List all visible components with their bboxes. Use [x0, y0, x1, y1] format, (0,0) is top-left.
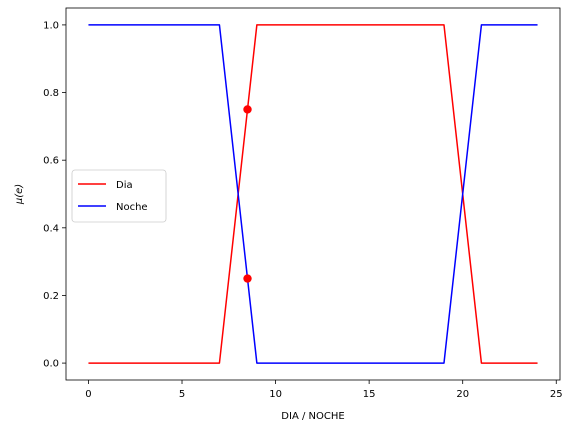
- marker-layer: [243, 105, 252, 283]
- x-tick-label: 5: [179, 389, 185, 400]
- x-axis-label: DIA / NOCHE: [281, 411, 344, 422]
- series-line-noche: [88, 24, 538, 364]
- x-tick-label: 25: [550, 389, 563, 400]
- x-tick-label: 0: [85, 389, 91, 400]
- legend-label-dia: Dia: [116, 180, 133, 191]
- series-line-dia: [88, 24, 538, 364]
- plot-frame: [65, 7, 561, 381]
- x-tick-label: 15: [363, 389, 376, 400]
- y-axis-label: μ(e): [14, 184, 25, 205]
- y-tick-label: 0.6: [43, 156, 59, 167]
- x-axis: 0 5 10 15 20 25: [85, 380, 563, 400]
- y-tick-label: 1.0: [43, 20, 59, 31]
- y-tick-label: 0.4: [43, 223, 59, 234]
- legend-box: [71, 169, 167, 223]
- x-tick-label: 20: [456, 389, 469, 400]
- y-tick-label: 0.2: [43, 291, 59, 302]
- y-tick-label: 0.0: [43, 359, 59, 370]
- data-point-marker-2: [243, 274, 252, 283]
- y-axis: 0.0 0.2 0.4 0.6 0.8 1.0: [43, 20, 66, 370]
- data-point-marker-1: [243, 105, 252, 114]
- y-tick-label: 0.8: [43, 88, 59, 99]
- legend: Dia Noche: [71, 169, 167, 223]
- x-tick-label: 10: [269, 389, 282, 400]
- legend-label-noche: Noche: [116, 202, 148, 213]
- series-layer: [88, 24, 538, 364]
